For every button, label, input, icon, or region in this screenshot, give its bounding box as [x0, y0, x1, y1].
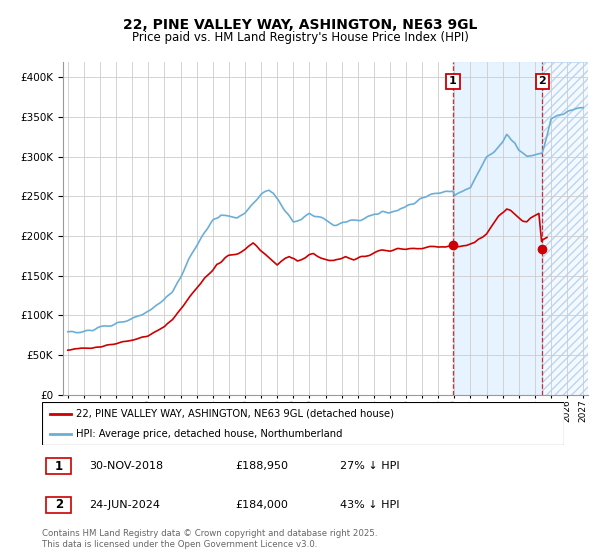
Text: 2: 2 — [55, 498, 63, 511]
Text: Price paid vs. HM Land Registry's House Price Index (HPI): Price paid vs. HM Land Registry's House … — [131, 31, 469, 44]
Text: 43% ↓ HPI: 43% ↓ HPI — [340, 500, 399, 510]
Text: £188,950: £188,950 — [235, 461, 288, 472]
Text: Contains HM Land Registry data © Crown copyright and database right 2025.
This d: Contains HM Land Registry data © Crown c… — [42, 529, 377, 549]
Text: 22, PINE VALLEY WAY, ASHINGTON, NE63 9GL (detached house): 22, PINE VALLEY WAY, ASHINGTON, NE63 9GL… — [76, 409, 394, 419]
Bar — [46, 458, 71, 474]
Text: 2: 2 — [538, 76, 546, 86]
Text: HPI: Average price, detached house, Northumberland: HPI: Average price, detached house, Nort… — [76, 428, 343, 438]
Text: 22, PINE VALLEY WAY, ASHINGTON, NE63 9GL: 22, PINE VALLEY WAY, ASHINGTON, NE63 9GL — [123, 18, 477, 32]
Text: 24-JUN-2024: 24-JUN-2024 — [89, 500, 160, 510]
Text: £184,000: £184,000 — [235, 500, 288, 510]
Bar — [453, 62, 542, 395]
Bar — [542, 62, 591, 395]
Text: 1: 1 — [449, 76, 457, 86]
Bar — [46, 497, 71, 513]
Bar — [542, 62, 591, 395]
Text: 30-NOV-2018: 30-NOV-2018 — [89, 461, 163, 472]
Text: 27% ↓ HPI: 27% ↓ HPI — [340, 461, 399, 472]
Text: 1: 1 — [55, 460, 63, 473]
